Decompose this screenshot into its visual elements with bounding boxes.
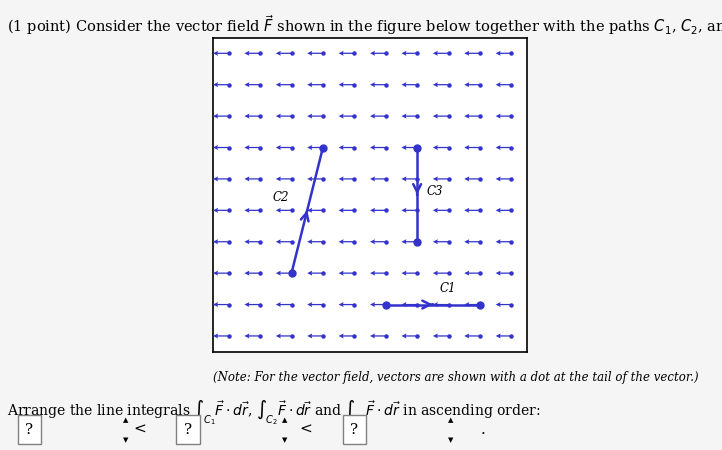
- Text: ▲: ▲: [282, 417, 287, 423]
- Text: ▼: ▼: [448, 436, 453, 443]
- Text: ▲: ▲: [123, 417, 128, 423]
- Text: ▼: ▼: [282, 436, 287, 443]
- Text: ?: ?: [184, 423, 192, 437]
- Text: <: <: [300, 423, 313, 437]
- Text: <: <: [134, 423, 147, 437]
- Text: (1 point) Consider the vector field $\vec{F}$ shown in the figure below together: (1 point) Consider the vector field $\ve…: [7, 14, 722, 37]
- Text: Arrange the line integrals $\int_{C_1} \vec{F} \cdot d\vec{r}$, $\int_{C_2} \vec: Arrange the line integrals $\int_{C_1} \…: [7, 398, 541, 427]
- Text: C3: C3: [427, 184, 443, 198]
- Text: ?: ?: [25, 423, 33, 437]
- Text: .: .: [480, 423, 485, 437]
- Text: C2: C2: [273, 191, 290, 204]
- Text: ?: ?: [350, 423, 358, 437]
- Text: (Note: For the vector field, vectors are shown with a dot at the tail of the vec: (Note: For the vector field, vectors are…: [213, 371, 699, 384]
- Text: C1: C1: [439, 282, 456, 295]
- Text: ▼: ▼: [123, 436, 128, 443]
- Text: ▲: ▲: [448, 417, 453, 423]
